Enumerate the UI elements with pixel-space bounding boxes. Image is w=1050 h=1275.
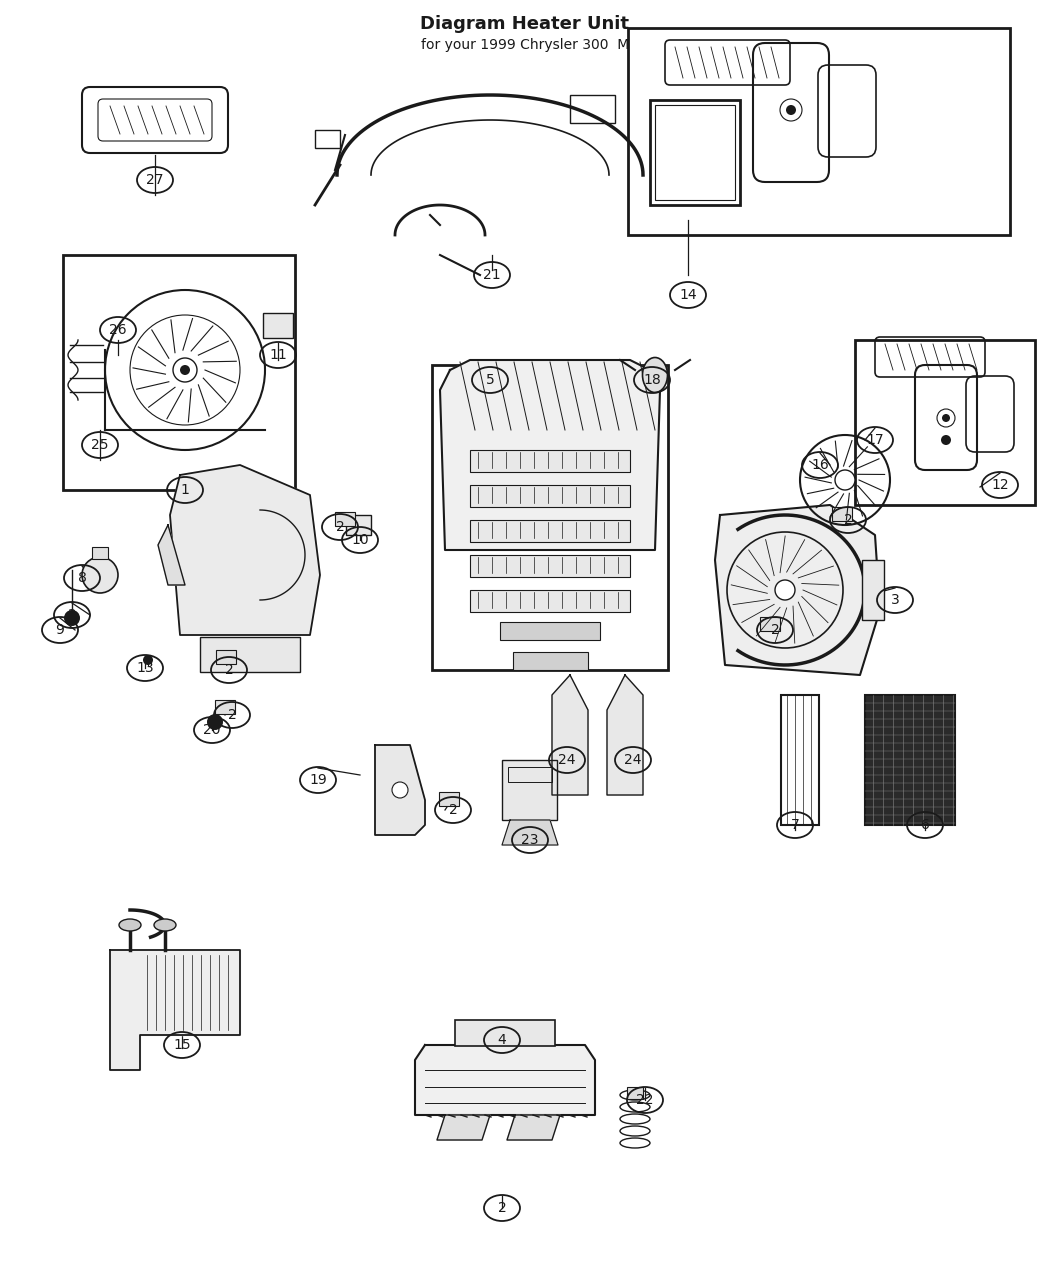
Text: 2: 2 [225,663,233,677]
Bar [262,312,293,338]
Text: 12: 12 [991,478,1009,492]
Circle shape [786,105,796,115]
Text: 2: 2 [843,513,853,527]
Bar [470,484,630,507]
Text: 6: 6 [921,819,929,833]
Polygon shape [158,525,185,585]
Bar [455,1020,555,1045]
Text: 13: 13 [136,660,153,674]
Circle shape [835,470,855,490]
Text: 26: 26 [109,323,127,337]
Text: 2: 2 [67,608,77,622]
Circle shape [207,714,223,731]
Text: 27: 27 [146,173,164,187]
Text: 1: 1 [181,483,189,497]
Bar [628,28,1010,235]
Circle shape [173,358,197,382]
Circle shape [82,557,118,593]
Circle shape [64,609,80,626]
Bar [570,96,615,122]
Bar [832,507,852,521]
Text: 4: 4 [498,1033,506,1047]
Bar [650,99,740,205]
Text: 18: 18 [643,374,660,388]
Bar [470,590,630,612]
Text: 21: 21 [483,268,501,282]
Bar [627,1088,643,1099]
Text: 20: 20 [204,723,220,737]
Bar [470,520,630,542]
Bar [200,638,300,672]
Bar [862,560,884,620]
Circle shape [941,435,951,445]
Bar [216,650,236,664]
Text: 11: 11 [269,348,287,362]
Text: 2: 2 [228,708,236,722]
Bar [432,365,668,669]
Bar [513,652,588,669]
Text: Diagram Heater Unit: Diagram Heater Unit [420,15,630,33]
Circle shape [180,365,190,375]
Text: 16: 16 [811,458,828,472]
Circle shape [775,580,795,601]
Bar [439,792,459,806]
Text: 25: 25 [91,439,109,453]
Polygon shape [437,1116,490,1140]
Text: 3: 3 [890,593,900,607]
Circle shape [392,782,408,798]
Polygon shape [170,465,320,635]
Text: 14: 14 [679,288,697,302]
Ellipse shape [119,919,141,931]
Bar [760,617,780,631]
Bar [500,622,600,640]
Text: 9: 9 [56,623,64,638]
Text: 10: 10 [351,533,369,547]
Polygon shape [507,1116,560,1140]
Bar [781,695,819,825]
Bar [346,515,371,536]
Text: 17: 17 [866,434,884,448]
Text: 2: 2 [771,623,779,638]
Polygon shape [375,745,425,835]
Text: 19: 19 [309,773,327,787]
Text: 24: 24 [559,754,575,768]
Bar [335,513,355,527]
Ellipse shape [154,919,176,931]
Bar [865,695,956,825]
Bar [470,450,630,472]
Polygon shape [415,1046,595,1116]
Bar [855,340,1035,505]
Polygon shape [552,674,588,796]
Text: 2: 2 [336,520,344,534]
Text: 24: 24 [625,754,642,768]
Bar [92,547,108,558]
Circle shape [942,414,950,422]
Text: 2: 2 [448,803,458,817]
Polygon shape [607,674,643,796]
Bar [315,130,340,148]
Text: 2: 2 [498,1201,506,1215]
Polygon shape [110,950,240,1070]
Bar [655,105,735,200]
Text: 5: 5 [485,374,495,388]
Bar [470,555,630,578]
Circle shape [143,655,153,666]
Text: 22: 22 [636,1093,654,1107]
Ellipse shape [643,357,668,393]
Polygon shape [502,820,558,845]
Bar [63,255,295,490]
Text: 23: 23 [521,833,539,847]
Text: for your 1999 Chrysler 300  M: for your 1999 Chrysler 300 M [421,38,629,52]
Bar [215,700,235,714]
Polygon shape [715,505,880,674]
Text: 7: 7 [791,819,799,833]
Bar [508,768,552,782]
Polygon shape [440,360,660,550]
Bar [502,760,556,820]
Text: 15: 15 [173,1038,191,1052]
Text: 8: 8 [78,571,86,585]
